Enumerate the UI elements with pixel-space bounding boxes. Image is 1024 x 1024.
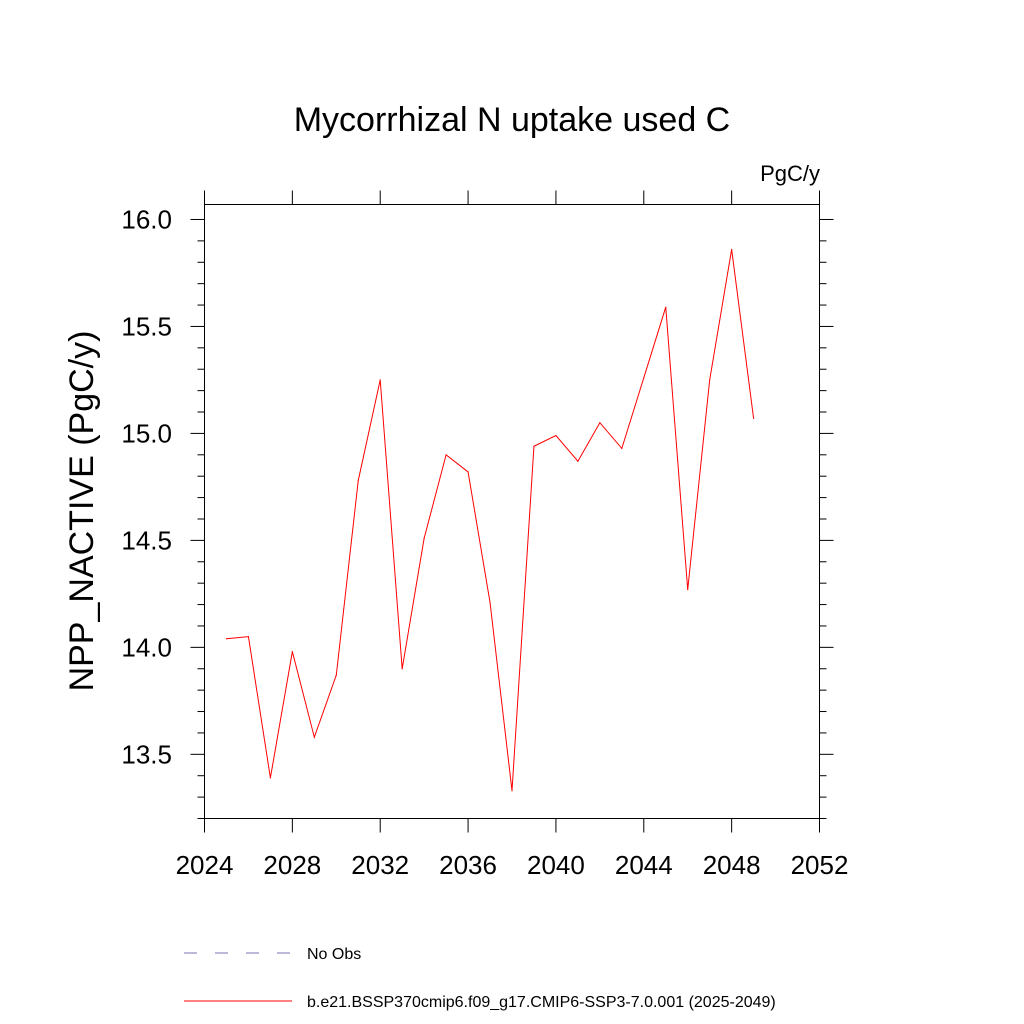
y-tick-label: 14.5	[121, 525, 172, 555]
x-tick-label: 2048	[703, 850, 761, 880]
data-point	[665, 306, 667, 308]
x-tick-label: 2028	[263, 850, 321, 880]
y-tick-label: 13.5	[121, 739, 172, 769]
data-point	[379, 379, 381, 381]
data-point	[467, 471, 469, 473]
x-tick-label: 2044	[615, 850, 673, 880]
x-tick-label: 2052	[791, 850, 849, 880]
data-point	[335, 674, 337, 676]
data-point	[401, 668, 403, 670]
legend-label-ssp370: b.e21.BSSP370cmip6.f09_g17.CMIP6-SSP3-7.…	[307, 994, 776, 1011]
data-point	[731, 248, 733, 251]
data-point	[709, 379, 711, 381]
data-point	[753, 417, 755, 420]
data-point	[225, 638, 228, 640]
x-axis-ticks: 2024 2028 2032 2036 2040 2044 2048 2052	[176, 190, 849, 880]
chart-title: Mycorrhizal N uptake used C	[294, 101, 731, 139]
data-point	[687, 588, 689, 591]
units-label: PgC/y	[760, 161, 820, 186]
y-axis-ticks: 13.5 14.0 14.5 15.0 15.5 16.0	[121, 204, 834, 819]
data-point	[313, 736, 315, 738]
y-axis-label: NPP_NACTIVE (PgC/y)	[63, 331, 101, 692]
data-point	[555, 434, 557, 437]
legend-label-no-obs: No Obs	[307, 946, 361, 963]
y-tick-label: 15.0	[121, 418, 172, 448]
data-point	[577, 460, 579, 462]
legend: No Obs b.e21.BSSP370cmip6.f09_g17.CMIP6-…	[184, 946, 776, 1011]
data-point	[269, 777, 271, 779]
x-tick-label: 2040	[527, 850, 585, 880]
data-point	[489, 601, 491, 604]
x-tick-label: 2036	[439, 850, 497, 880]
data-point	[423, 537, 425, 539]
data-point	[533, 445, 535, 447]
data-point	[511, 790, 513, 792]
data-point	[599, 422, 601, 424]
y-tick-label: 15.5	[121, 311, 172, 341]
series-layer	[225, 248, 755, 792]
plot-frame	[204, 204, 820, 819]
x-tick-label: 2024	[176, 850, 234, 880]
data-point	[291, 651, 293, 653]
data-point	[445, 454, 447, 456]
data-point	[357, 479, 359, 482]
series-line	[226, 249, 755, 791]
data-point	[247, 636, 250, 638]
y-tick-label: 14.0	[121, 632, 172, 662]
data-point	[621, 447, 623, 449]
data-point	[643, 377, 645, 379]
x-tick-label: 2032	[351, 850, 409, 880]
y-tick-label: 16.0	[121, 204, 172, 234]
